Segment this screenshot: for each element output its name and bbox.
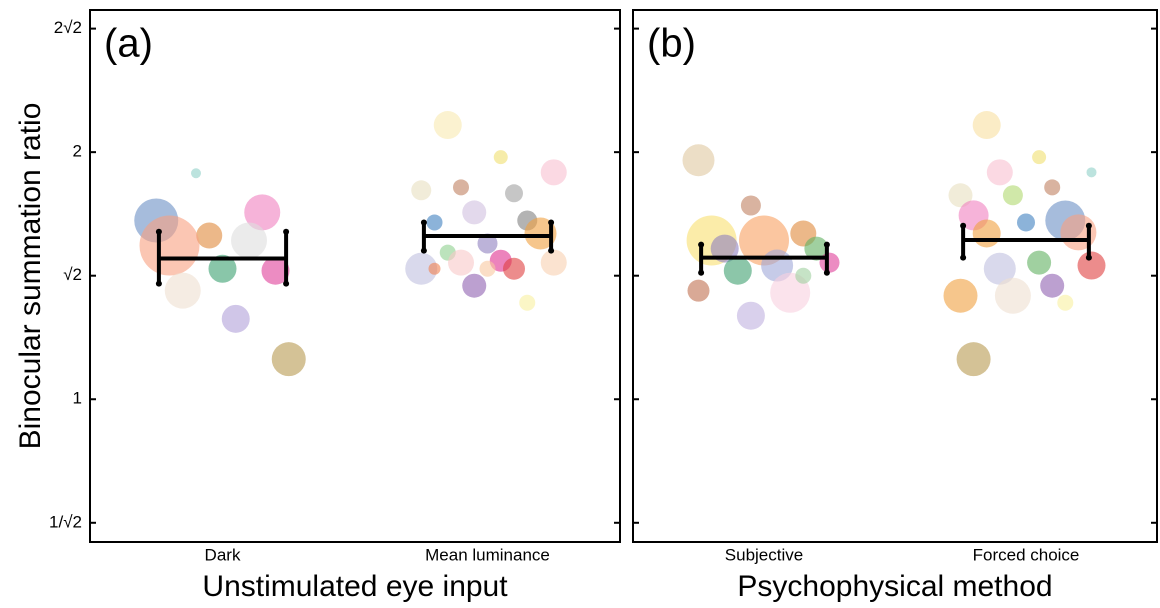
bubble [1027, 250, 1052, 275]
bubble [139, 215, 200, 276]
error-cap [420, 247, 427, 254]
bubble [1002, 185, 1023, 206]
bubble [448, 249, 474, 276]
x-tick-label: Mean luminance [425, 545, 550, 564]
y-tick-label: √2 [63, 265, 82, 284]
error-cap [1085, 222, 1092, 229]
bubble [1040, 273, 1065, 298]
y-tick-label: 1 [73, 389, 82, 408]
bubble [956, 342, 991, 377]
bubble [687, 279, 710, 302]
error-cap [698, 241, 705, 248]
error-cap [155, 228, 162, 235]
bubble [208, 254, 237, 283]
bubble [994, 277, 1031, 314]
panel-label: (b) [647, 22, 696, 66]
bubble [1017, 213, 1035, 232]
plot-frame [632, 9, 1158, 543]
bubble [196, 222, 223, 249]
bubble [1057, 294, 1074, 311]
bubble [164, 272, 201, 309]
x-tick-label: Subjective [725, 545, 803, 564]
bubble [723, 256, 752, 285]
bubble [682, 144, 715, 177]
bubble [972, 219, 1001, 248]
bubble [983, 252, 1016, 285]
y-tick-label: 2√2 [54, 18, 82, 37]
bubble [462, 200, 487, 225]
bubble [1032, 150, 1047, 165]
bubble [503, 257, 525, 280]
bubble [1086, 167, 1097, 178]
bubble [405, 252, 438, 285]
error-cap [283, 228, 290, 235]
bubble [795, 267, 812, 284]
bubble [524, 217, 557, 250]
error-cap [548, 219, 555, 226]
error-cap [155, 280, 162, 287]
bubble [462, 273, 487, 298]
plot-frame [89, 9, 621, 543]
bubble [411, 180, 432, 201]
bubble [943, 278, 978, 313]
bubble [986, 159, 1013, 186]
bubble [271, 342, 306, 377]
bubble [191, 168, 201, 179]
bubble [453, 179, 469, 196]
error-cap [548, 247, 555, 254]
x-axis-title: Unstimulated eye input [202, 570, 508, 603]
bubble [519, 294, 536, 311]
bubble [261, 256, 290, 285]
bubble [479, 260, 496, 277]
error-cap [960, 254, 967, 261]
x-axis-title: Psychophysical method [737, 570, 1052, 603]
error-cap [1085, 254, 1092, 261]
y-tick-label: 1/√2 [49, 512, 82, 531]
bubble [505, 184, 523, 203]
error-cap [823, 269, 830, 276]
bubble [1060, 214, 1097, 251]
bubble [948, 183, 973, 208]
bubble [972, 111, 1001, 140]
y-axis-title: Binocular summation ratio [14, 103, 47, 450]
bubble [428, 262, 441, 275]
bubble [1077, 251, 1106, 280]
bubble [540, 249, 567, 276]
error-cap [420, 219, 427, 226]
bubble [540, 159, 567, 186]
x-tick-label: Dark [205, 545, 241, 564]
y-tick-label: 2 [73, 142, 82, 161]
error-cap [960, 222, 967, 229]
bubble [433, 111, 462, 140]
x-tick-label: Forced choice [973, 545, 1080, 564]
bubble [221, 304, 250, 333]
bubble [493, 150, 508, 165]
bubble [244, 194, 281, 231]
bubble [426, 214, 443, 231]
error-cap [823, 241, 830, 248]
bubble [736, 301, 765, 330]
panel-label: (a) [104, 22, 153, 66]
bubble [231, 222, 267, 259]
bubble [477, 233, 498, 254]
error-cap [698, 269, 705, 276]
bubble [1044, 179, 1061, 196]
bubble [804, 236, 829, 261]
error-cap [283, 280, 290, 287]
bubble [740, 195, 761, 216]
